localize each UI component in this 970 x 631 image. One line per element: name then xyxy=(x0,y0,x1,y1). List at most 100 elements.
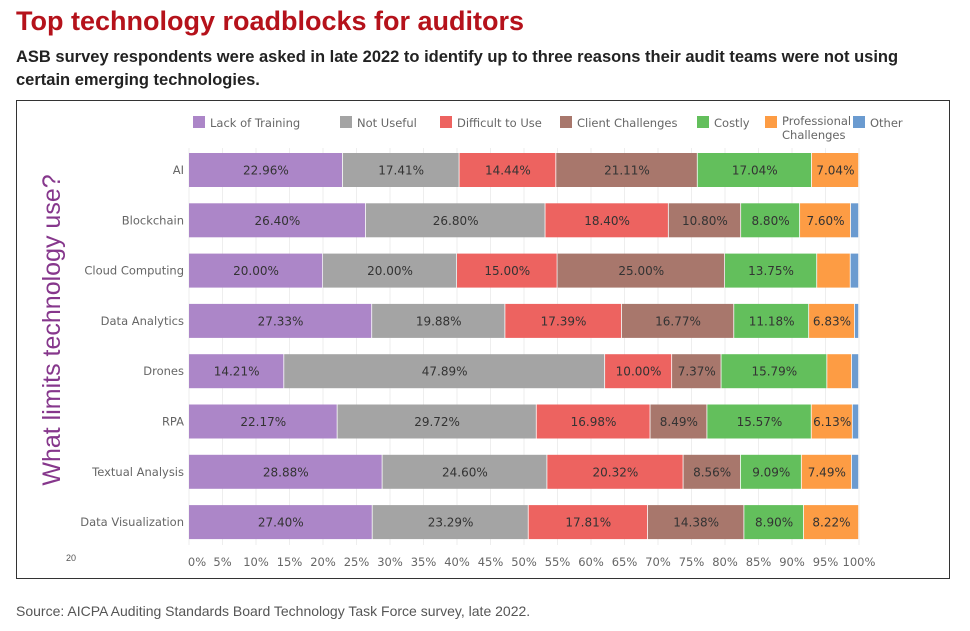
x-tick-label: 50% xyxy=(511,555,537,569)
data-label: 7.37% xyxy=(678,365,716,379)
data-label: 27.33% xyxy=(258,314,304,328)
data-label: 22.17% xyxy=(240,415,286,429)
bar-segment xyxy=(457,253,557,288)
x-tick-label: 10% xyxy=(243,555,269,569)
bar-segment xyxy=(725,253,817,288)
x-tick-label: 90% xyxy=(779,555,805,569)
bar-segment xyxy=(850,253,859,288)
x-tick-label: 75% xyxy=(679,555,705,569)
data-label: 6.83% xyxy=(813,314,851,328)
bar-segment xyxy=(668,203,741,238)
page-marker: 20 xyxy=(66,553,76,563)
legend-swatch xyxy=(440,116,452,128)
x-tick-label: 30% xyxy=(377,555,403,569)
bar-segment xyxy=(545,203,668,238)
bar-segment xyxy=(621,303,734,338)
bar-segment xyxy=(672,354,721,389)
bar-segment xyxy=(189,505,372,540)
chart-subtitle: ASB survey respondents were asked in lat… xyxy=(16,48,899,89)
category-label: AI xyxy=(173,163,184,177)
data-label: 15.00% xyxy=(484,264,530,278)
data-label: 20.00% xyxy=(233,264,279,278)
legend-label: Lack of Training xyxy=(210,116,300,130)
data-label: 13.75% xyxy=(748,264,794,278)
bar-segment xyxy=(707,404,811,439)
bar-segment xyxy=(284,354,605,389)
bar-segment xyxy=(811,404,852,439)
data-label: 8.22% xyxy=(812,516,850,530)
legend-label: Challenges xyxy=(782,128,846,142)
bar-segment xyxy=(505,303,622,338)
data-label: 26.40% xyxy=(255,214,301,228)
bar-segment xyxy=(809,303,855,338)
legend-label: Costly xyxy=(714,116,750,130)
data-label: 8.80% xyxy=(751,214,789,228)
category-label: Drones xyxy=(143,364,184,378)
bar-segment xyxy=(811,153,859,187)
data-label: 16.77% xyxy=(655,314,701,328)
bar-segment xyxy=(382,454,547,489)
category-label: RPA xyxy=(162,415,184,429)
data-label: 10.00% xyxy=(616,365,662,379)
category-label: Blockchain xyxy=(122,213,184,227)
x-tick-label: 35% xyxy=(411,555,437,569)
data-label: 24.60% xyxy=(442,465,488,479)
data-label: 17.41% xyxy=(378,164,424,178)
data-label: 8.90% xyxy=(755,516,793,530)
data-label: 28.88% xyxy=(263,465,309,479)
legend-swatch xyxy=(853,116,865,128)
bar-segment xyxy=(647,505,744,540)
bar-segment xyxy=(650,404,707,439)
bar-segment xyxy=(459,153,556,187)
y-axis-title: What limits technology use? xyxy=(38,174,66,485)
legend-swatch xyxy=(765,116,777,128)
bar-segment xyxy=(557,253,725,288)
bar-segment xyxy=(323,253,457,288)
data-label: 20.32% xyxy=(593,465,639,479)
data-label: 17.04% xyxy=(732,164,778,178)
x-tick-label: 45% xyxy=(478,555,504,569)
data-label: 15.57% xyxy=(737,415,783,429)
bar-segment xyxy=(556,153,697,187)
x-tick-label: 25% xyxy=(344,555,370,569)
category-label: Textual Analysis xyxy=(91,465,184,479)
chart-frame xyxy=(16,100,950,579)
data-label: 26.80% xyxy=(433,214,479,228)
bar-segment xyxy=(854,303,859,338)
category-label: Cloud Computing xyxy=(84,264,184,278)
legend-label: Difficult to Use xyxy=(457,116,542,130)
legend-swatch xyxy=(560,116,572,128)
data-label: 22.96% xyxy=(243,164,289,178)
bar-segment xyxy=(528,505,648,540)
data-label: 29.72% xyxy=(414,415,460,429)
x-tick-label: 85% xyxy=(746,555,772,569)
bar-segment xyxy=(189,404,337,439)
data-label: 17.39% xyxy=(541,314,587,328)
data-label: 16.98% xyxy=(571,415,617,429)
bar-segment xyxy=(189,203,366,238)
data-label: 11.18% xyxy=(749,314,795,328)
data-label: 14.44% xyxy=(485,164,531,178)
data-label: 25.00% xyxy=(618,264,664,278)
bar-segment xyxy=(801,454,852,489)
x-tick-label: 95% xyxy=(813,555,839,569)
bar-segment xyxy=(800,203,851,238)
x-tick-label: 100% xyxy=(843,555,876,569)
data-label: 14.21% xyxy=(214,365,260,379)
data-label: 8.49% xyxy=(660,415,698,429)
bar-segment xyxy=(547,454,683,489)
x-tick-label: 0% xyxy=(188,555,206,569)
category-label: Data Analytics xyxy=(101,314,184,328)
bar-segment xyxy=(189,153,343,187)
bar-segment xyxy=(189,253,323,288)
bar-segment xyxy=(851,454,859,489)
bar-segment xyxy=(189,454,382,489)
x-tick-label: 55% xyxy=(545,555,571,569)
bar-segment xyxy=(852,404,859,439)
x-tick-label: 5% xyxy=(213,555,231,569)
bar-segment xyxy=(817,253,850,288)
bar-segment xyxy=(189,354,284,389)
legend-label: Professional xyxy=(782,114,851,128)
data-label: 14.38% xyxy=(673,516,719,530)
legend-swatch xyxy=(340,116,352,128)
